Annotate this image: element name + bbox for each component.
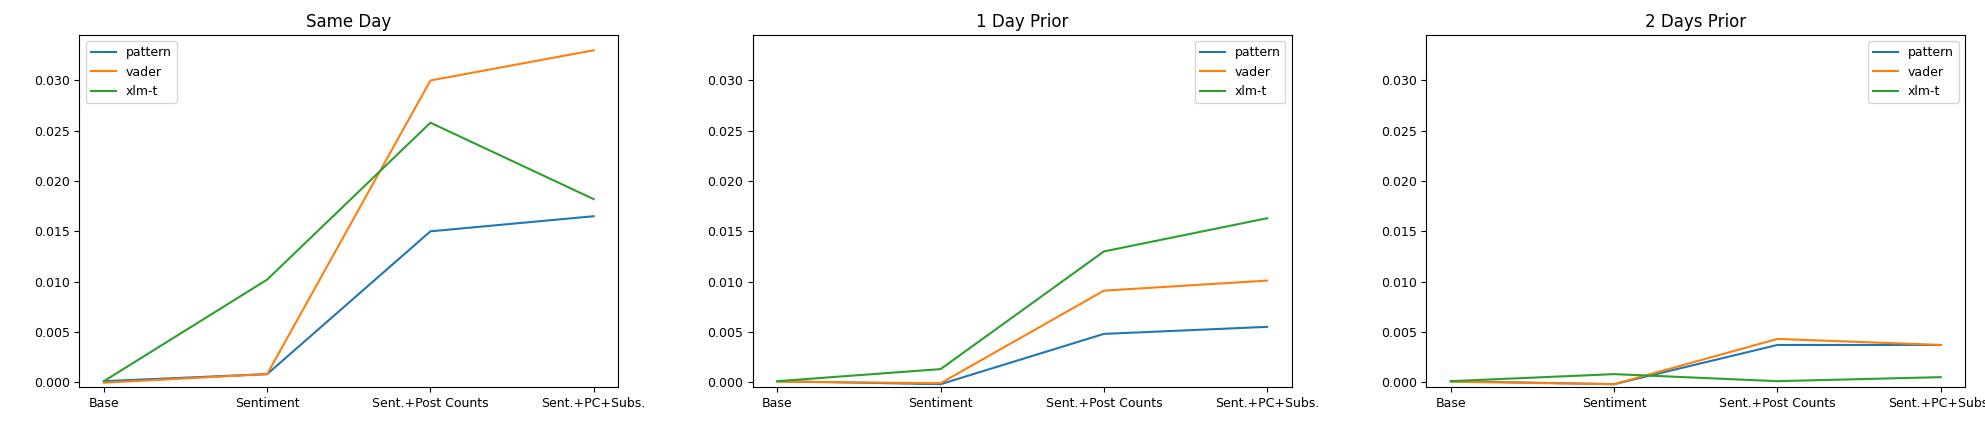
pattern: [1765, 342, 1788, 348]
pattern: [256, 371, 280, 377]
vader: [766, 379, 790, 384]
vader: [582, 48, 605, 53]
pattern: [582, 213, 605, 219]
vader: [929, 381, 953, 386]
Line: vader: vader: [103, 50, 594, 383]
vader: [256, 371, 280, 377]
Line: vader: vader: [1451, 339, 1941, 384]
xlm-t: [582, 197, 605, 202]
pattern: [91, 378, 115, 384]
pattern: [1092, 331, 1116, 337]
vader: [1929, 342, 1953, 348]
xlm-t: [1255, 216, 1278, 221]
xlm-t: [1092, 249, 1116, 254]
vader: [1602, 381, 1626, 387]
pattern: [929, 381, 953, 387]
xlm-t: [419, 120, 443, 125]
vader: [1092, 288, 1116, 293]
xlm-t: [929, 367, 953, 372]
xlm-t: [1929, 374, 1953, 380]
Line: pattern: pattern: [1451, 345, 1941, 384]
Title: Same Day: Same Day: [306, 13, 391, 31]
vader: [1439, 379, 1463, 384]
pattern: [1602, 381, 1626, 387]
Line: pattern: pattern: [778, 327, 1266, 384]
xlm-t: [766, 378, 790, 384]
Line: vader: vader: [778, 281, 1266, 383]
Line: xlm-t: xlm-t: [1451, 374, 1941, 381]
pattern: [1439, 378, 1463, 384]
Line: xlm-t: xlm-t: [103, 123, 594, 381]
vader: [1255, 278, 1278, 283]
Line: pattern: pattern: [103, 216, 594, 381]
pattern: [1255, 324, 1278, 330]
pattern: [419, 229, 443, 234]
Legend: pattern, vader, xlm-t: pattern, vader, xlm-t: [1868, 41, 1959, 103]
pattern: [1929, 342, 1953, 348]
Title: 2 Days Prior: 2 Days Prior: [1646, 13, 1747, 31]
xlm-t: [1602, 371, 1626, 377]
Legend: pattern, vader, xlm-t: pattern, vader, xlm-t: [1195, 41, 1286, 103]
xlm-t: [256, 277, 280, 282]
vader: [1765, 336, 1788, 341]
vader: [419, 78, 443, 83]
Line: xlm-t: xlm-t: [778, 218, 1266, 381]
Title: 1 Day Prior: 1 Day Prior: [977, 13, 1068, 31]
vader: [91, 380, 115, 385]
Legend: pattern, vader, xlm-t: pattern, vader, xlm-t: [85, 41, 177, 103]
xlm-t: [1765, 378, 1788, 384]
xlm-t: [1439, 378, 1463, 384]
pattern: [766, 378, 790, 384]
xlm-t: [91, 378, 115, 384]
